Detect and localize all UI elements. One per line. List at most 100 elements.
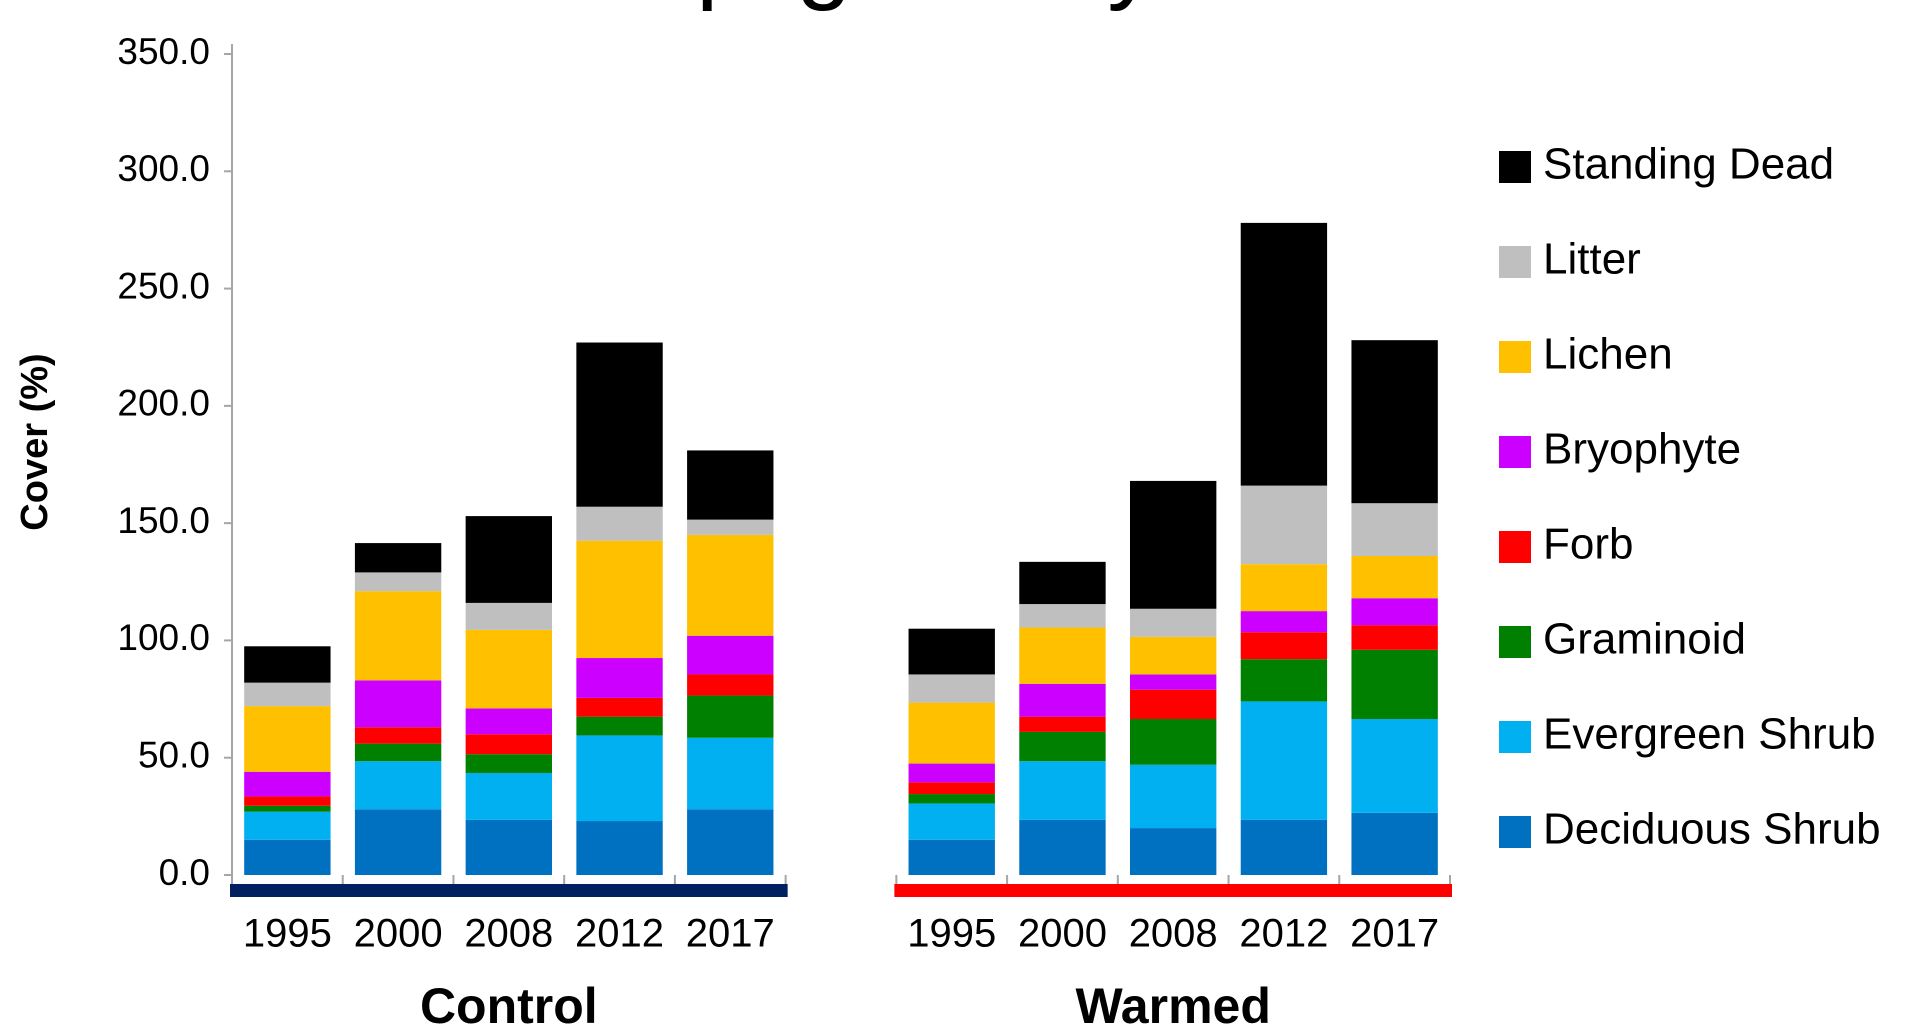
bar-segment: [1129, 608, 1217, 637]
bar-segment: [465, 516, 553, 603]
bar-segment: [1019, 604, 1106, 628]
y-tick-label: 50.0: [138, 734, 210, 775]
bar-segment: [244, 646, 331, 683]
bar-segment: [687, 534, 774, 636]
bar-segment: [687, 450, 774, 520]
bar-segment: [687, 635, 774, 675]
bar-segment: [354, 680, 442, 728]
bar-segment: [465, 602, 553, 630]
bar-segment: [687, 809, 774, 875]
bar-segment: [244, 839, 331, 875]
x-tick-label: 2012: [1239, 912, 1328, 956]
bar-segment: [908, 839, 995, 875]
bar-segment: [465, 819, 553, 875]
bar-segment: [1240, 659, 1328, 702]
legend-swatch: [1499, 436, 1531, 468]
legend-swatch: [1499, 246, 1531, 278]
bar-segment: [1129, 764, 1217, 829]
group-label: Warmed: [1075, 978, 1270, 1034]
bar-segment: [1129, 480, 1217, 609]
chart-title: Utqiagvik Dry: [563, 0, 1158, 12]
bar-segment: [465, 734, 553, 755]
bar-segment: [1129, 719, 1217, 765]
x-tick-label: 2012: [575, 912, 664, 956]
x-tick-label: 2008: [1129, 912, 1218, 956]
bar-segment: [465, 754, 553, 773]
bar-segment: [354, 727, 442, 744]
bar-segment: [244, 796, 331, 806]
bar-segment: [1351, 649, 1438, 720]
bar-segment: [1351, 555, 1438, 599]
x-tick-label: 1995: [243, 912, 332, 956]
bar-segment: [1240, 819, 1328, 875]
x-tick-label: 2017: [1350, 912, 1439, 956]
legend-swatch: [1499, 721, 1531, 753]
bar-segment: [908, 803, 995, 840]
bar-segment: [687, 519, 774, 535]
bar-segment: [1019, 819, 1106, 875]
bar-segment: [1129, 689, 1217, 720]
bar-segment: [576, 342, 663, 507]
bar-segment: [1240, 222, 1328, 486]
bar-segment: [908, 674, 995, 703]
bar-segment: [1019, 627, 1106, 684]
y-tick-label: 100.0: [117, 617, 210, 658]
bar-segment: [908, 702, 995, 764]
bar-segment: [576, 506, 663, 541]
bar-segment: [465, 772, 553, 820]
bar-segment: [354, 743, 442, 762]
bar-segment: [576, 716, 663, 736]
bar-segment: [1351, 625, 1438, 650]
x-tick-label: 2000: [1018, 912, 1107, 956]
legend-label: Standing Dead: [1543, 140, 1834, 189]
bar-segment: [1019, 761, 1106, 820]
bar-segment: [1129, 636, 1217, 675]
bar-segment: [354, 809, 442, 875]
bar-segment: [687, 737, 774, 810]
group-label: Control: [420, 978, 598, 1034]
y-tick-label: 0.0: [159, 852, 210, 893]
group-bar: [230, 884, 788, 897]
y-tick-label: 300.0: [117, 148, 210, 189]
legend-label: Forb: [1543, 520, 1633, 569]
bar-segment: [1129, 674, 1217, 690]
bar-segment: [354, 572, 442, 592]
bar-segment: [1240, 701, 1328, 820]
bar-segment: [1019, 683, 1106, 717]
bar-segment: [1240, 564, 1328, 612]
y-tick-label: 350.0: [117, 31, 210, 72]
bar-segment: [1240, 485, 1328, 565]
bar-segment: [1129, 828, 1217, 875]
bar-segment: [244, 771, 331, 797]
bar-segment: [1351, 503, 1438, 556]
legend-label: Graminoid: [1543, 615, 1746, 664]
legend-swatch: [1499, 816, 1531, 848]
bar-segment: [465, 629, 553, 709]
x-tick-label: 2008: [464, 912, 553, 956]
bar-segment: [1351, 719, 1438, 813]
x-tick-label: 1995: [907, 912, 996, 956]
bar-segment: [576, 821, 663, 875]
bar-segment: [908, 628, 995, 675]
bar-segment: [1351, 812, 1438, 875]
bar-segment: [1240, 611, 1328, 633]
bar-segment: [687, 695, 774, 738]
bar-segment: [1019, 561, 1106, 605]
bar-segment: [244, 682, 331, 707]
y-tick-label: 200.0: [117, 383, 210, 424]
y-tick-label: 250.0: [117, 265, 210, 306]
bar-segment: [908, 794, 995, 804]
bar-segment: [1019, 731, 1106, 762]
bar-segment: [908, 763, 995, 783]
bar-segment: [576, 697, 663, 717]
group-bar: [894, 884, 1452, 897]
bar-segment: [576, 540, 663, 659]
legend-label: Litter: [1543, 235, 1641, 284]
legend-swatch: [1499, 531, 1531, 563]
legend-label: Lichen: [1543, 330, 1673, 379]
y-tick-label: 150.0: [117, 500, 210, 541]
bar-segment: [465, 708, 553, 735]
x-tick-label: 2017: [686, 912, 775, 956]
